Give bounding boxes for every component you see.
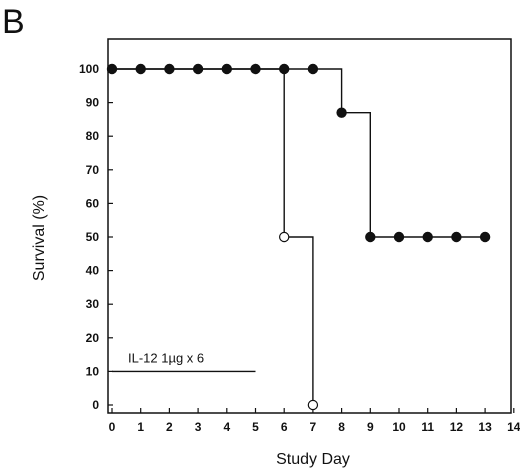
open-data-point <box>279 231 290 243</box>
filled-data-point <box>393 231 405 243</box>
y-tick-label: 20 <box>86 331 100 345</box>
filled-data-point <box>336 107 347 118</box>
x-tick-label: 0 <box>109 420 116 434</box>
x-tick-label: 12 <box>450 420 464 434</box>
x-tick-label: 8 <box>338 420 345 434</box>
filled-data-point <box>479 231 491 243</box>
series-layer <box>106 63 491 411</box>
y-tick-label: 80 <box>86 129 100 143</box>
x-tick-label: 3 <box>195 420 202 434</box>
y-tick-label: 40 <box>86 264 100 278</box>
filled-data-point <box>164 63 175 75</box>
y-tick-label: 90 <box>86 96 100 110</box>
y-tick-label: 60 <box>86 196 100 210</box>
y-tick-label: 100 <box>79 62 99 76</box>
series-line <box>112 68 314 405</box>
filled-data-point <box>221 63 232 75</box>
filled-data-point <box>250 63 261 75</box>
filled-data-point <box>192 63 204 75</box>
open-data-point <box>307 399 319 411</box>
treatment-label: IL-12 1µg x 6 <box>128 350 204 365</box>
y-tick-label: 70 <box>86 163 100 177</box>
x-axis-title: Study Day <box>276 451 350 468</box>
panel-label: B <box>2 3 25 41</box>
y-tick-label: 50 <box>86 230 100 244</box>
x-tick-label: 10 <box>392 420 406 434</box>
x-tick-label: 9 <box>367 420 374 434</box>
y-axis-title: Survival (%) <box>31 195 48 281</box>
x-tick-label: 14 <box>507 420 520 434</box>
filled-data-point <box>451 231 462 243</box>
series-line <box>112 68 486 238</box>
filled-data-point <box>365 231 376 243</box>
annotation-layer: IL-12 1µg x 6 <box>112 350 256 373</box>
x-tick-label: 2 <box>166 420 173 434</box>
x-tick-label: 4 <box>223 420 230 434</box>
y-tick-label: 10 <box>86 364 100 378</box>
plot-frame <box>107 38 512 414</box>
y-tick-label: 0 <box>92 398 99 412</box>
filled-data-point <box>422 231 433 243</box>
x-tick-label: 1 <box>137 420 144 434</box>
x-tick-label: 7 <box>310 420 317 434</box>
filled-data-point <box>135 63 146 75</box>
x-tick-label: 5 <box>252 420 259 434</box>
filled-data-point <box>106 63 118 75</box>
x-tick-label: 6 <box>281 420 288 434</box>
x-tick-label: 11 <box>421 420 434 434</box>
y-tick-label: 30 <box>86 297 100 311</box>
filled-data-point <box>279 63 290 75</box>
filled-data-point <box>307 63 319 75</box>
x-tick-label: 13 <box>478 420 492 434</box>
